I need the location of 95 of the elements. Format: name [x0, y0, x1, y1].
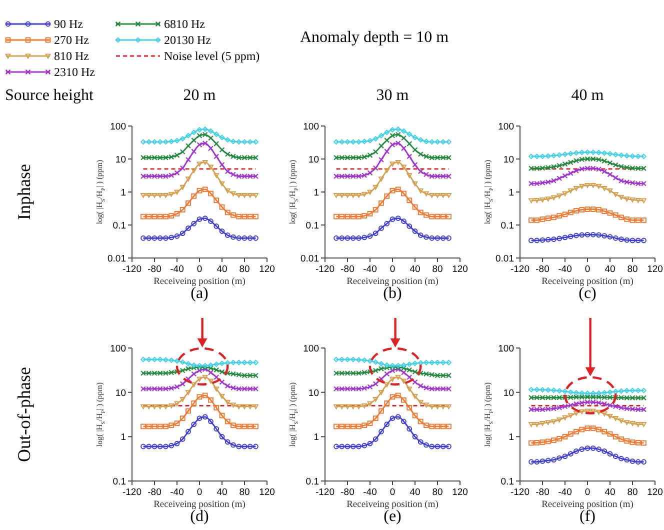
x-tick-label: 80: [627, 487, 638, 498]
x-tick-label: 120: [647, 264, 663, 275]
x-tick-label: 0: [584, 487, 590, 498]
text: (d): [190, 508, 209, 525]
x-tick-label: 40: [410, 264, 420, 275]
x-tick-label: 80: [627, 264, 638, 275]
legend-label: 270 Hz: [54, 33, 89, 47]
y-tick-label: 10: [503, 154, 514, 166]
text: Inphase: [14, 164, 34, 220]
y-tick-label: 1: [314, 188, 319, 198]
chart-title: 20 m: [183, 87, 216, 104]
x-tick-label: -80: [340, 487, 354, 498]
x-tick-label: 80: [239, 487, 250, 498]
y-tick-label: 0.01: [108, 254, 126, 264]
x-tick-label: 120: [259, 264, 275, 275]
text: (f): [580, 508, 596, 525]
x-tick-label: -120: [315, 487, 335, 498]
x-tick-label: -120: [122, 487, 142, 498]
legend-label: 90 Hz: [54, 17, 83, 31]
y-tick-label: 100: [110, 344, 126, 354]
x-tick-label: 0: [390, 487, 396, 498]
x-tick-label: -80: [340, 264, 354, 275]
x-tick-label: 0: [390, 264, 396, 275]
y-tick-label: 0.1: [306, 476, 319, 488]
y-tick-label: 10: [503, 388, 514, 399]
text: Out-of-phase: [14, 367, 34, 462]
x-tick-label: 40: [604, 264, 616, 275]
legend-label: 2310 Hz: [54, 65, 95, 79]
source-note: Source height: [5, 87, 94, 104]
x-axis-title: Receiveing position (m): [542, 277, 634, 287]
x-tick-label: 120: [647, 487, 663, 498]
x-tick-label: -80: [148, 487, 162, 498]
x-tick-label: -120: [510, 487, 530, 498]
y-tick-label: 100: [498, 122, 514, 132]
x-tick-label: 40: [216, 264, 228, 275]
text: (c): [578, 285, 596, 302]
y-tick-label: 100: [498, 344, 514, 354]
x-tick-label: 80: [432, 264, 443, 275]
x-tick-label: 40: [410, 487, 420, 498]
y-tick-label: 1: [508, 432, 514, 444]
x-tick-label: -120: [510, 264, 530, 275]
x-tick-label: 0: [196, 264, 202, 275]
x-tick-label: 0: [584, 264, 590, 275]
x-tick-label: 120: [452, 264, 468, 275]
x-tick-label: 0: [196, 487, 202, 498]
y-tick-label: 1: [120, 188, 126, 198]
chart-title: 30 m: [376, 87, 410, 104]
x-tick-label: -80: [536, 487, 550, 498]
text: (e): [384, 508, 402, 525]
y-tick-label: 100: [303, 344, 319, 354]
text: (b): [383, 285, 402, 302]
text: Anomaly depth = 10 m: [300, 29, 450, 46]
x-axis-title: Receiveing position (m): [154, 500, 246, 510]
x-tick-label: -40: [170, 487, 184, 498]
x-tick-label: 120: [452, 487, 468, 498]
legend-label: Noise level (5 ppm): [164, 49, 260, 63]
y-tick-label: 1: [120, 432, 126, 444]
x-tick-label: -120: [122, 264, 142, 275]
x-tick-label: 40: [604, 487, 616, 498]
text: (a): [190, 285, 208, 302]
y-tick-label: 100: [303, 122, 319, 132]
x-axis-title: Receiveing position (m): [154, 277, 246, 287]
y-tick-label: 0.1: [112, 476, 126, 488]
x-tick-label: 80: [239, 264, 250, 275]
y-tick-label: 10: [115, 154, 126, 166]
x-tick-label: -80: [148, 264, 162, 275]
x-tick-label: -120: [315, 264, 335, 275]
y-tick-label: 1: [508, 188, 514, 198]
y-tick-label: 10: [308, 154, 319, 166]
y-tick-label: 0.1: [500, 476, 514, 488]
chart-title: 40 m: [571, 87, 604, 104]
legend-label: 810 Hz: [54, 49, 89, 63]
y-tick-label: 0.01: [300, 254, 319, 264]
x-tick-label: -40: [558, 487, 572, 498]
y-tick-label: 100: [110, 122, 126, 132]
legend-label: 6810 Hz: [164, 17, 205, 31]
y-tick-label: 10: [115, 388, 126, 399]
x-axis-title: Receiveing position (m): [346, 277, 438, 287]
x-tick-label: -40: [363, 487, 377, 498]
x-tick-label: -40: [170, 264, 184, 275]
y-tick-label: 0.1: [306, 220, 319, 232]
y-tick-label: 0.1: [112, 220, 126, 232]
x-tick-label: -80: [536, 264, 550, 275]
x-axis-title: Receiveing position (m): [542, 500, 634, 510]
y-tick-label: 1: [314, 432, 319, 444]
x-tick-label: 120: [259, 487, 275, 498]
x-tick-label: -40: [363, 264, 377, 275]
x-tick-label: -40: [558, 264, 572, 275]
x-tick-label: 40: [216, 487, 228, 498]
y-tick-label: 10: [308, 388, 319, 399]
y-tick-label: 0.1: [500, 220, 514, 232]
x-tick-label: 80: [432, 487, 443, 498]
x-axis-title: Receiveing position (m): [346, 500, 438, 510]
y-tick-label: 0.01: [496, 254, 514, 264]
legend-label: 20130 Hz: [164, 33, 211, 47]
